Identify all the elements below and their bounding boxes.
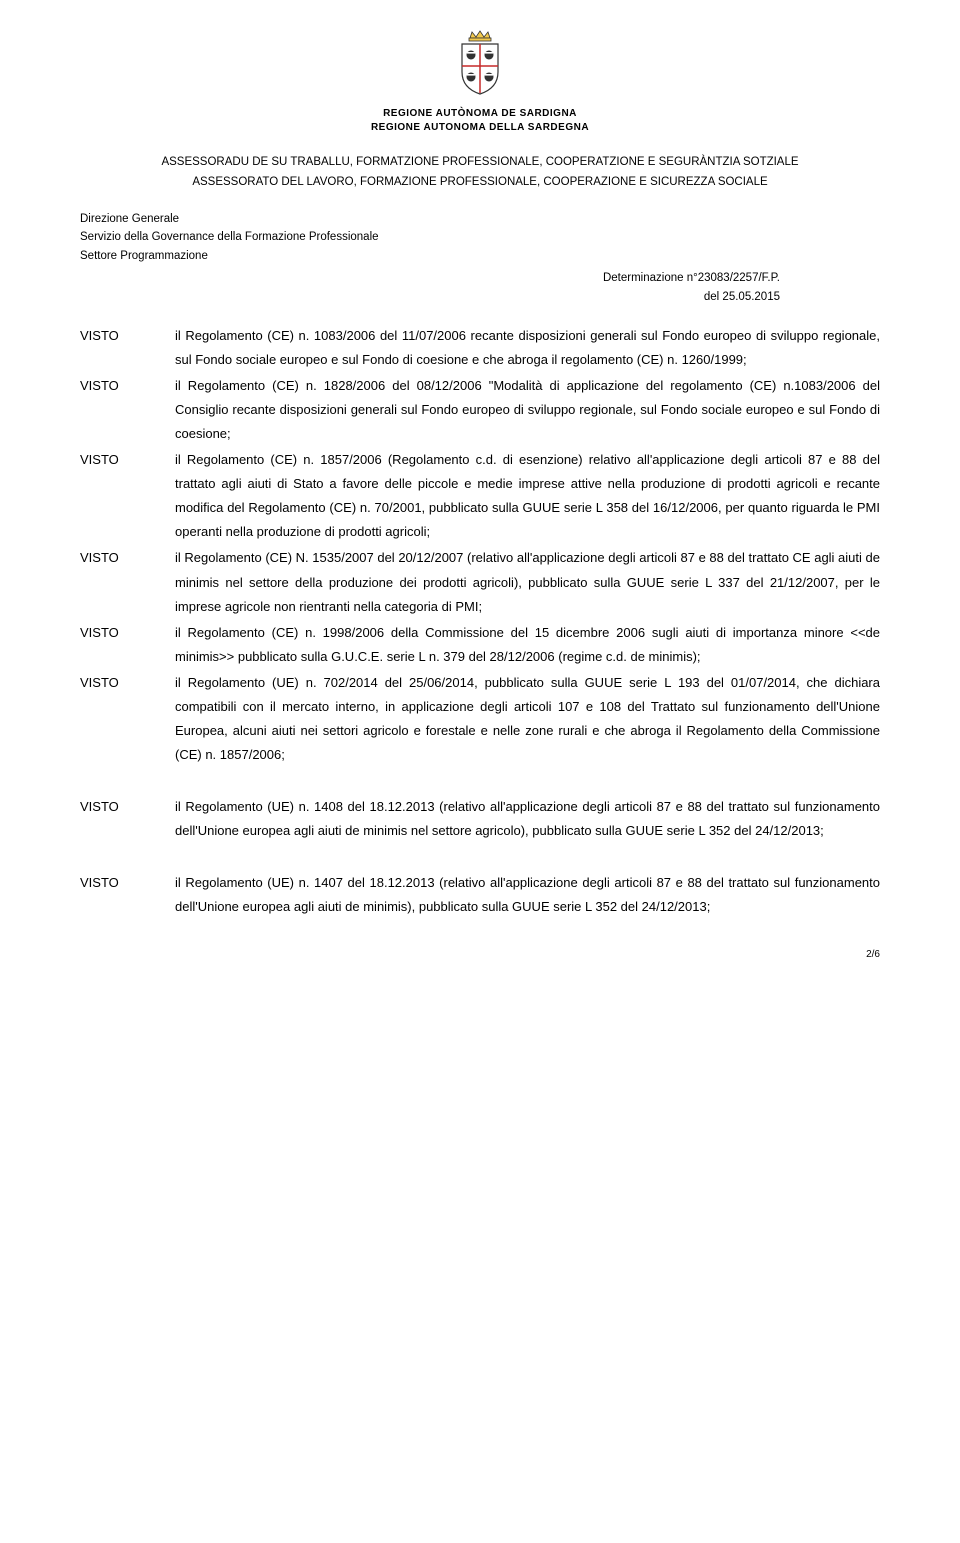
visto-label: VISTO xyxy=(80,871,175,919)
visto-entry: VISTO il Regolamento (CE) n. 1083/2006 d… xyxy=(80,324,880,372)
region-crest-icon xyxy=(452,30,508,101)
visto-body: il Regolamento (CE) n. 1083/2006 del 11/… xyxy=(175,324,880,372)
region-title: REGIONE AUTÒNOMA DE SARDIGNA REGIONE AUT… xyxy=(80,107,880,135)
assessor-line2: ASSESSORATO DEL LAVORO, FORMAZIONE PROFE… xyxy=(80,173,880,193)
visto-label: VISTO xyxy=(80,374,175,446)
direction-block: Direzione Generale Servizio della Govern… xyxy=(80,210,880,265)
visto-entry: VISTO il Regolamento (CE) n. 1828/2006 d… xyxy=(80,374,880,446)
visto-label: VISTO xyxy=(80,546,175,618)
visto-entry: VISTO il Regolamento (UE) n. 1408 del 18… xyxy=(80,795,880,843)
page-number: 2/6 xyxy=(80,949,880,960)
visto-entry: VISTO il Regolamento (CE) N. 1535/2007 d… xyxy=(80,546,880,618)
dir-line1: Direzione Generale xyxy=(80,210,880,228)
visto-body: il Regolamento (CE) n. 1828/2006 del 08/… xyxy=(175,374,880,446)
visto-body: il Regolamento (CE) n. 1857/2006 (Regola… xyxy=(175,448,880,544)
visto-body: il Regolamento (UE) n. 1407 del 18.12.20… xyxy=(175,871,880,919)
region-title-line1: REGIONE AUTÒNOMA DE SARDIGNA xyxy=(80,107,880,121)
visto-label: VISTO xyxy=(80,671,175,767)
determination-block: Determinazione n°23083/2257/F.P. del 25.… xyxy=(80,269,880,306)
visto-body: il Regolamento (UE) n. 702/2014 del 25/0… xyxy=(175,671,880,767)
logo-container xyxy=(80,30,880,101)
visto-label: VISTO xyxy=(80,621,175,669)
det-line1: Determinazione n°23083/2257/F.P. xyxy=(80,269,780,287)
visto-label: VISTO xyxy=(80,324,175,372)
visto-label: VISTO xyxy=(80,448,175,544)
dir-line2: Servizio della Governance della Formazio… xyxy=(80,228,880,246)
visto-entry: VISTO il Regolamento (CE) n. 1998/2006 d… xyxy=(80,621,880,669)
visto-body: il Regolamento (CE) n. 1998/2006 della C… xyxy=(175,621,880,669)
visto-entry: VISTO il Regolamento (CE) n. 1857/2006 (… xyxy=(80,448,880,544)
visto-entry: VISTO il Regolamento (UE) n. 1407 del 18… xyxy=(80,871,880,919)
assessor-block: ASSESSORADU DE SU TRABALLU, FORMATZIONE … xyxy=(80,153,880,192)
region-title-line2: REGIONE AUTONOMA DELLA SARDEGNA xyxy=(80,121,880,135)
dir-line3: Settore Programmazione xyxy=(80,247,880,265)
visto-label: VISTO xyxy=(80,795,175,843)
visto-body: il Regolamento (CE) N. 1535/2007 del 20/… xyxy=(175,546,880,618)
assessor-line1: ASSESSORADU DE SU TRABALLU, FORMATZIONE … xyxy=(80,153,880,173)
visto-entry: VISTO il Regolamento (UE) n. 702/2014 de… xyxy=(80,671,880,767)
visto-body: il Regolamento (UE) n. 1408 del 18.12.20… xyxy=(175,795,880,843)
det-line2: del 25.05.2015 xyxy=(80,288,780,306)
